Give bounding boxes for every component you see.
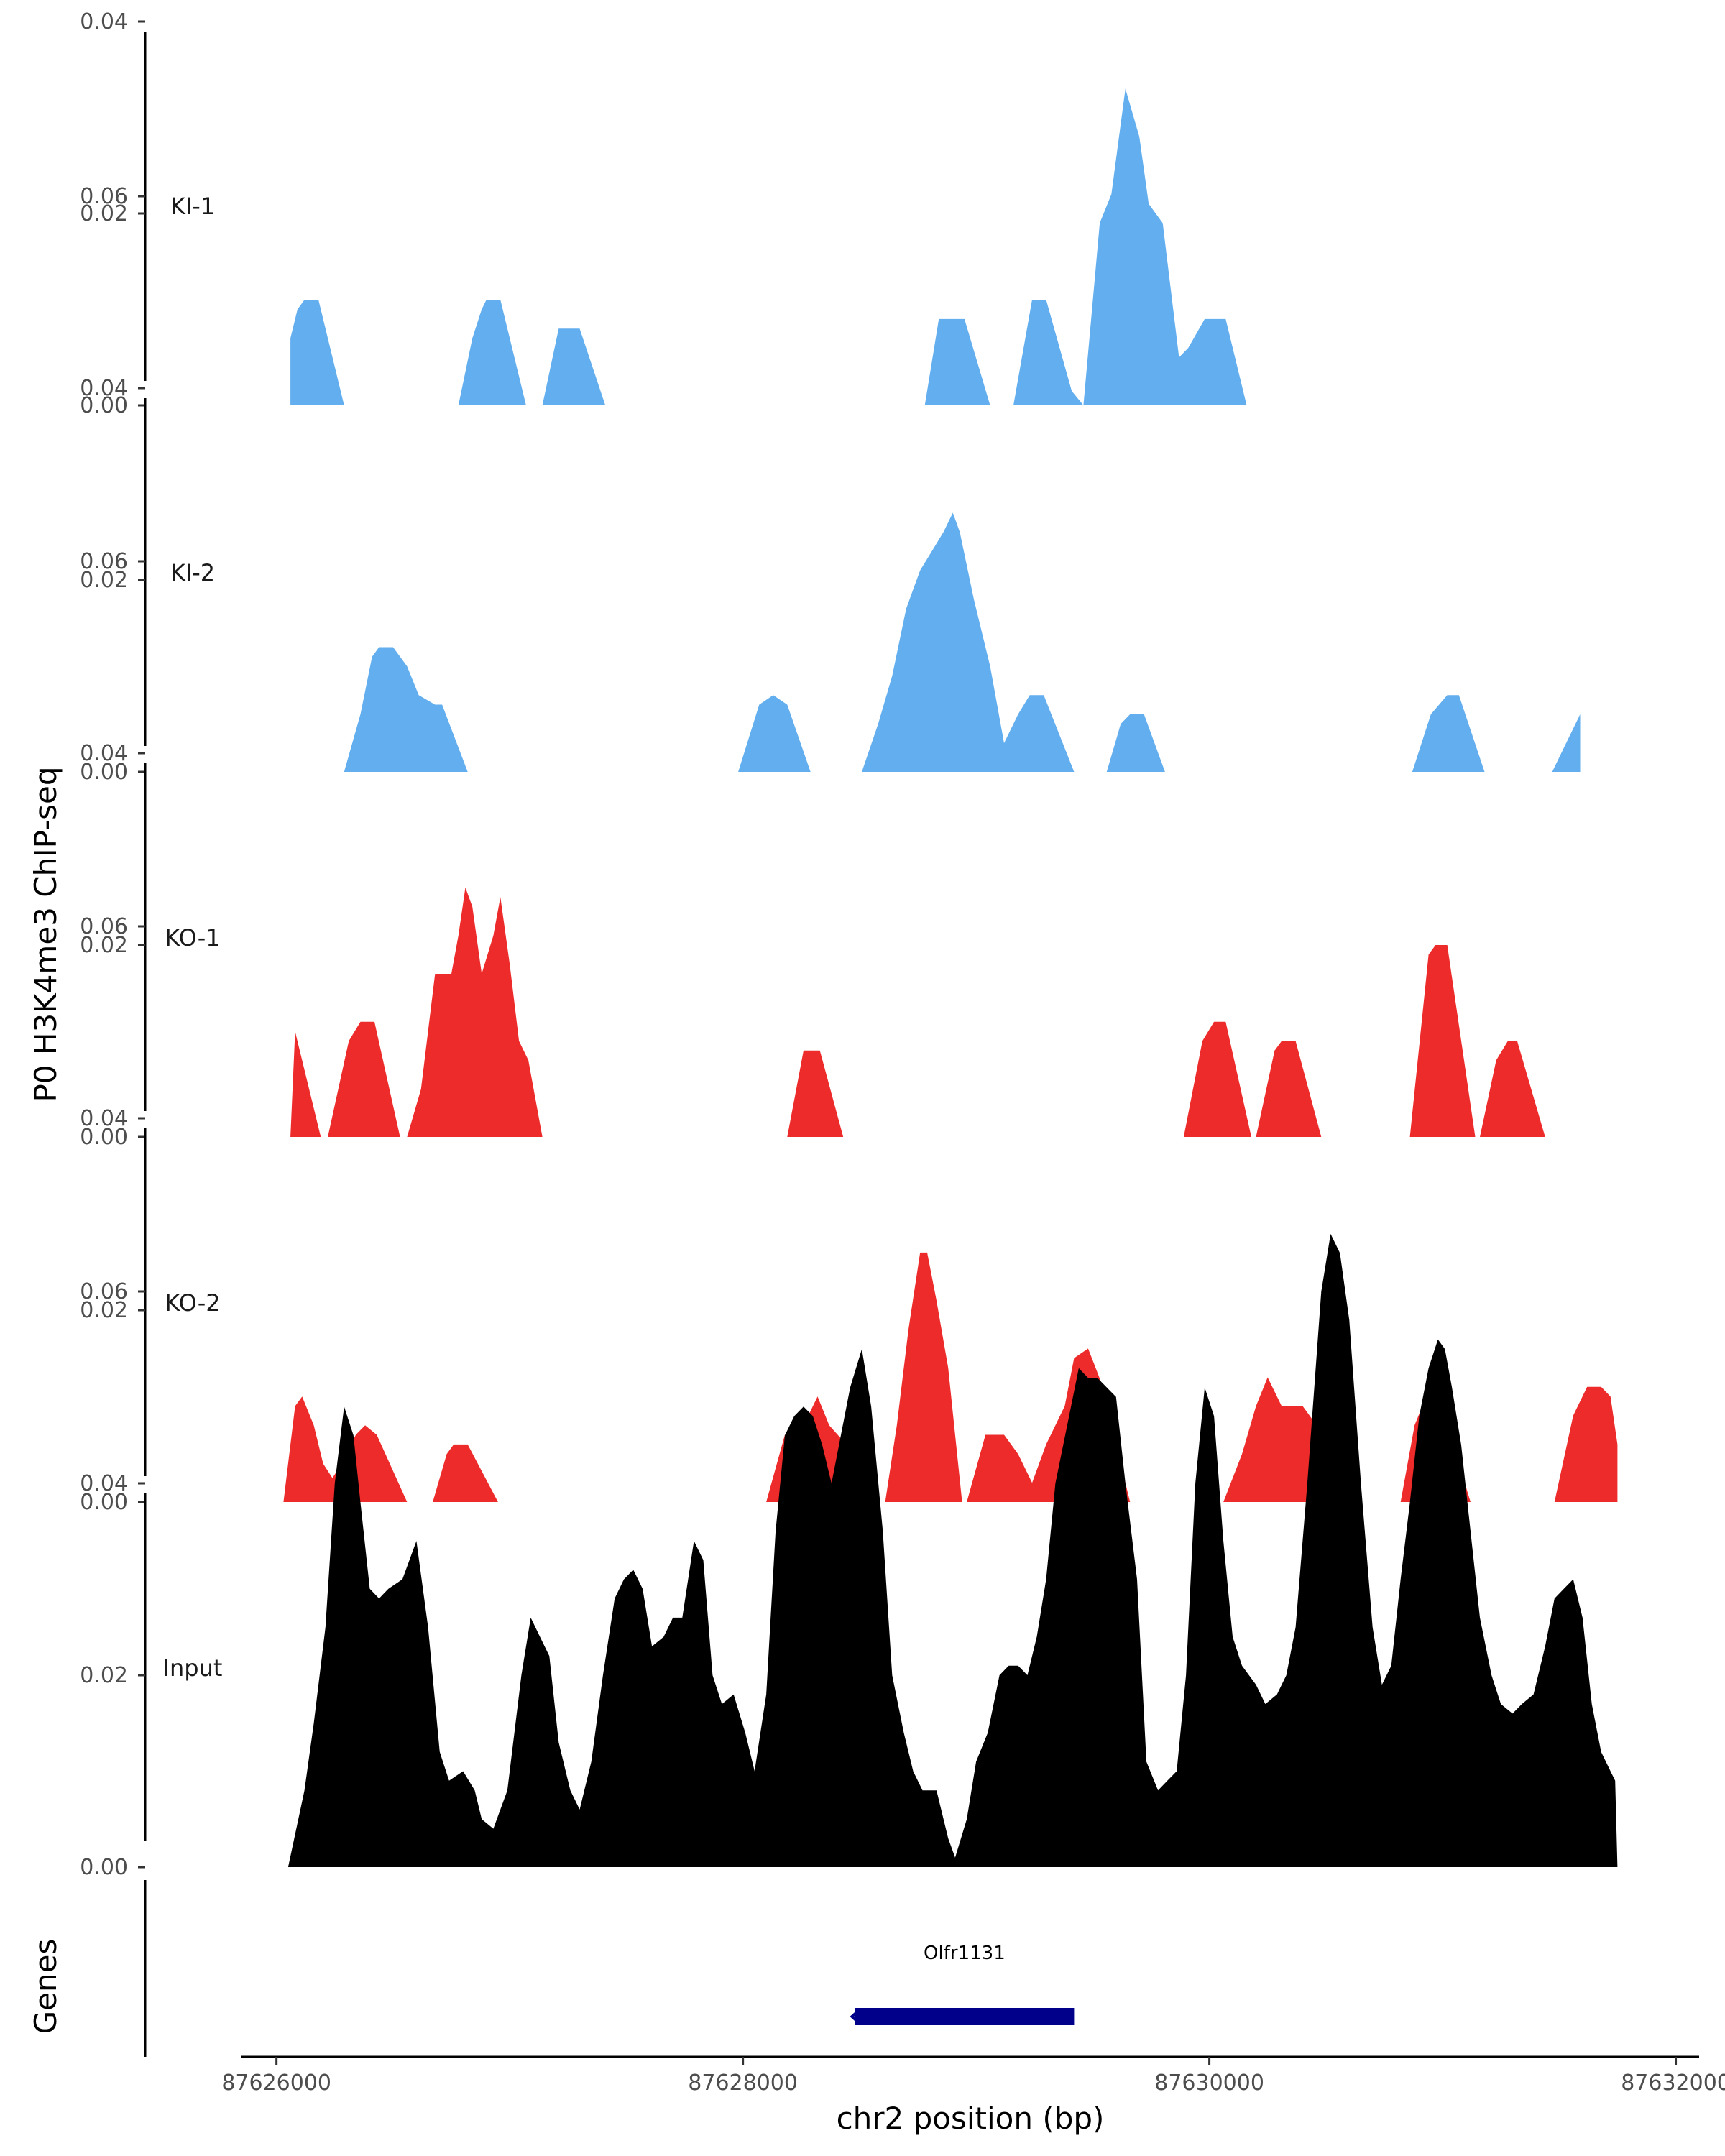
x-tick-label-1: 87628000 [688,2070,798,2096]
signal-area-input-0 [288,1233,1618,1867]
x-tick-label-2: 87630000 [1154,2070,1264,2096]
track-label-ki-1: KI-1 [170,193,215,220]
signal-area-ko-2-0 [283,1252,1618,1502]
track-ki-2: 0.00 0.02 0.04 0.06 KI-2 [80,184,1581,785]
y-tick-label-ko-2-1: 0.02 [80,1298,128,1323]
track-ko-1: 0.00 0.02 0.04 0.06 KO-1 [80,549,1545,1150]
y-tick-label-ki-1-2: 0.04 [80,9,128,34]
y-tick-label-ki-1-0: 0.00 [80,393,128,418]
y-tick-label-input-1: 0.02 [80,1663,128,1688]
y-tick-label-ko-1-1: 0.02 [80,933,128,958]
signal-area-ki-1-0 [290,88,1247,406]
y-tick-label-ki-1-1: 0.02 [80,201,128,226]
x-axis: 87626000 87628000 87630000 87632000 [221,2055,1725,2096]
y-tick-label-input-2: 0.04 [80,1471,128,1496]
track-label-input: Input [163,1654,223,1682]
y-tick-label-input-3: 0.06 [80,1279,128,1304]
genes-panel-title: Genes [28,1939,63,2035]
gene-body-olfr1131 [855,2008,1075,2025]
track-ki-1: 0.00 0.02 0.04 0.06 KI-1 [80,9,1247,418]
signal-area-ko-1-0 [290,887,1545,1137]
y-tick-label-ko-1-0: 0.00 [80,1125,128,1150]
track-ko-2: 0.00 0.02 0.04 0.06 KO-2 [80,914,1618,1515]
y-tick-label-ko-1-2: 0.04 [80,741,128,766]
y-tick-label-ko-1-3: 0.06 [80,549,128,574]
track-label-ko-1: KO-1 [165,924,220,952]
gene-label-olfr1131: Olfr1131 [924,1943,1006,1964]
y-tick-label-ki-2-0: 0.00 [80,760,128,785]
y-tick-label-ko-2-0: 0.00 [80,1490,128,1515]
tracks-layer: 0.00 0.02 0.04 0.06 KI-1 0.00 0.02 0.04 0.06 KI-2… [80,9,1618,1880]
y-tick-label-ki-2-1: 0.02 [80,568,128,593]
gene-strand-arrow [850,2009,860,2024]
genes-panel: Genes Olfr1131 [28,1880,1075,2057]
y-tick-label-ki-2-2: 0.04 [80,376,128,401]
x-axis-title: chr2 position (bp) [837,2101,1105,2136]
y-axis-title: P0 H3K4me3 ChIP-seq [28,766,63,1102]
track-label-ki-2: KI-2 [170,559,215,586]
x-tick-label-0: 87626000 [221,2070,331,2096]
signal-area-ki-2-0 [344,512,1581,772]
track-label-ko-2: KO-2 [165,1289,220,1317]
y-tick-label-input-0: 0.00 [80,1855,128,1880]
y-tick-label-ki-2-3: 0.06 [80,184,128,209]
y-tick-label-ko-2-2: 0.04 [80,1106,128,1131]
y-tick-label-ko-2-3: 0.06 [80,914,128,939]
track-input: 0.00 0.02 0.04 0.06 Input [80,1233,1618,1880]
x-tick-label-3: 87632000 [1621,2070,1725,2096]
